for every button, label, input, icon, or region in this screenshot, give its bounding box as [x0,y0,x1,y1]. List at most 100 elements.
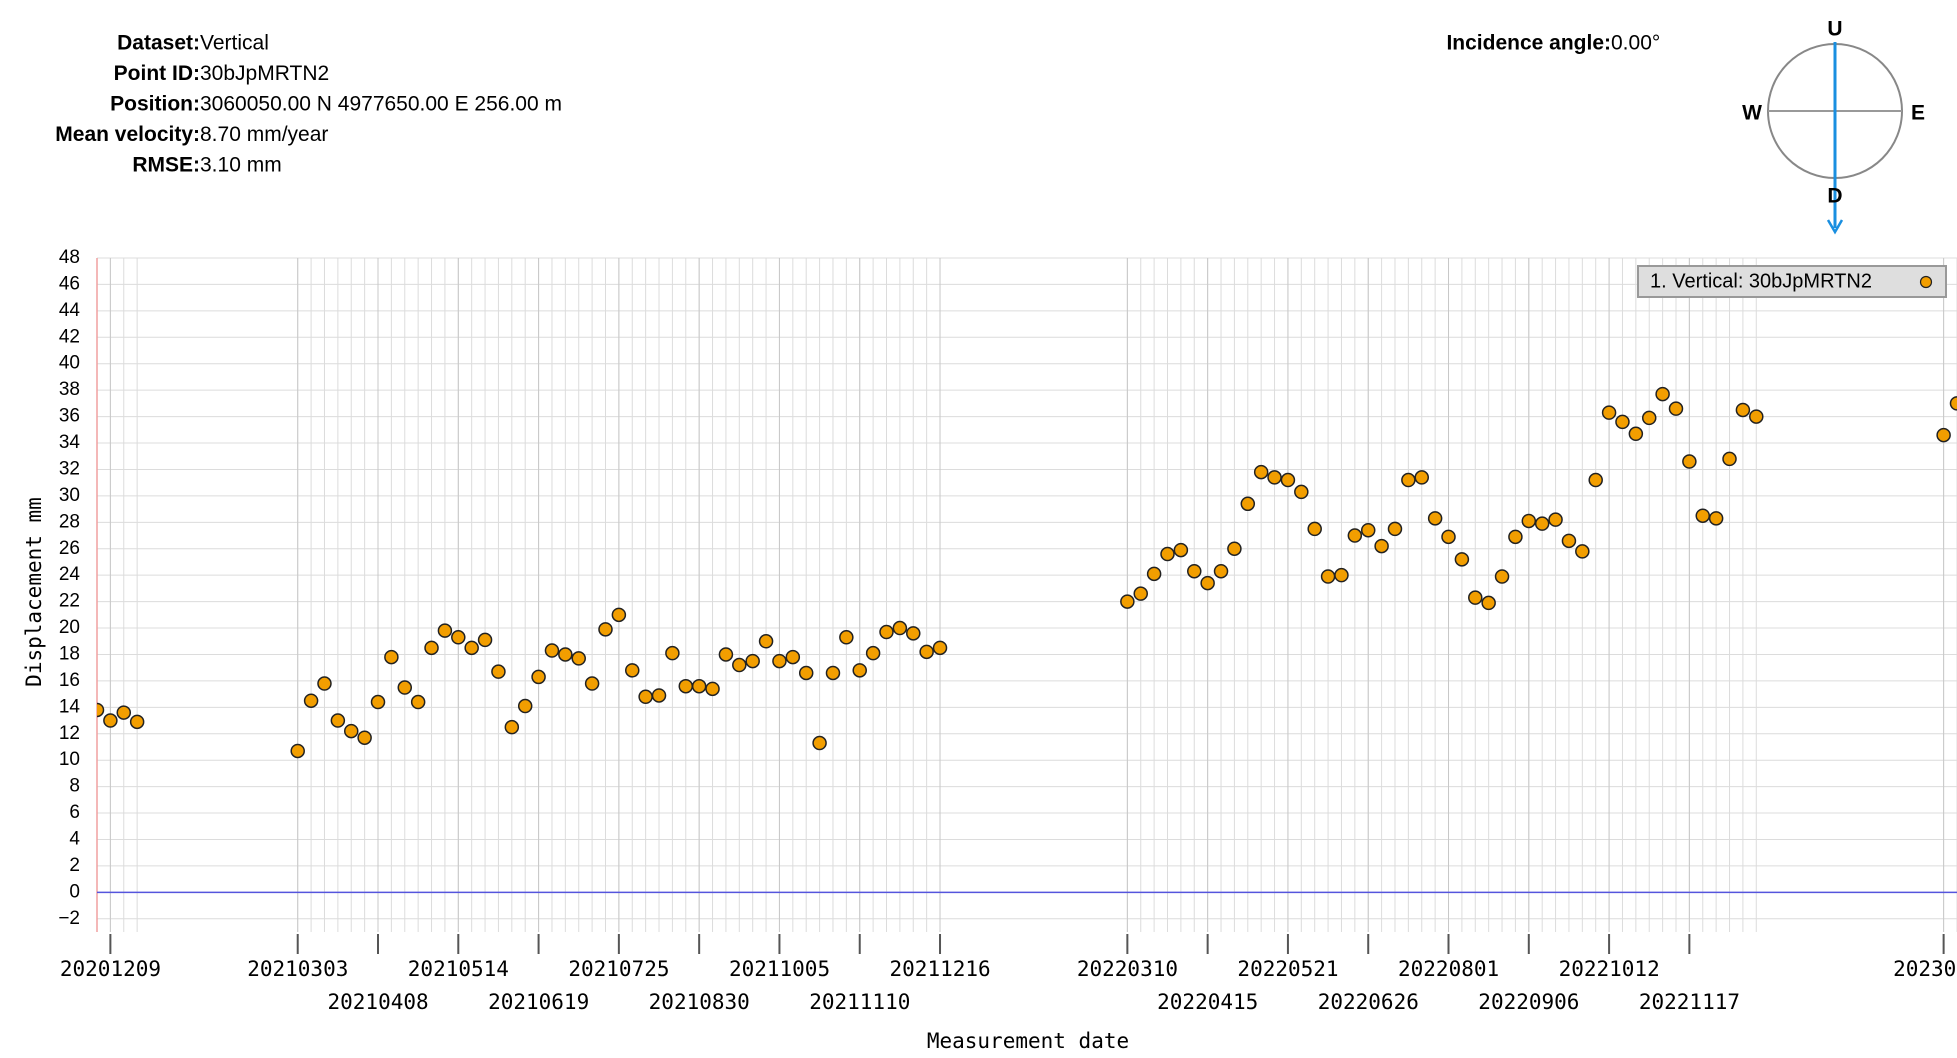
incidence-value: 0.00° [1611,32,1660,55]
data-point [1294,484,1309,500]
x-tick-label: 20220801 [1398,957,1499,981]
data-point [1949,396,1957,411]
y-tick-label: 44 [59,300,81,321]
x-tick-label: 20220906 [1478,990,1579,1014]
data-point [544,643,560,658]
data-point [303,693,319,708]
data-point [1494,569,1510,584]
data-point [745,653,760,669]
x-tick-label: 20211110 [809,990,910,1014]
data-point [785,649,801,665]
x-tick-label: 20210408 [328,990,429,1014]
info-label: Dataset: [117,32,200,55]
y-tick-label: 10 [59,749,80,770]
data-point [825,665,841,681]
y-tick-label: 2 [69,855,80,876]
data-point [103,713,118,728]
data-point [1227,541,1242,556]
info-value: 3.10 mm [200,154,282,177]
y-tick-label: 8 [69,776,80,797]
y-tick-label: 4 [69,829,80,850]
data-point [343,723,359,739]
data-point [1682,454,1697,469]
data-point [665,645,680,661]
data-point [1320,569,1336,584]
data-point [1280,472,1296,488]
data-point [1253,464,1269,480]
data-point [1749,409,1764,424]
y-tick-label: 36 [59,406,80,427]
grid [96,257,1957,932]
axes: −202468101214161820222426283032343638404… [58,247,1957,1014]
data-point [1615,414,1630,430]
x-tick-label: 20210725 [568,957,669,981]
x-tick-label: 20220626 [1318,990,1419,1014]
plot-area [97,386,1957,759]
data-point [1200,575,1215,591]
data-point [1347,528,1363,543]
data-point [1146,566,1162,582]
y-tick-label: 28 [59,511,80,532]
info-label: Position: [110,93,200,116]
data-point [437,623,453,638]
data-point [1307,521,1322,537]
data-point [1936,427,1951,443]
data-point [798,665,814,681]
compass-arrowhead [1826,219,1844,235]
data-point [116,705,132,720]
data-point [1521,513,1537,529]
data-point [705,681,720,697]
info-label: Mean velocity: [55,123,200,146]
data-point [651,688,667,703]
data-point [1695,508,1711,523]
data-point [1708,511,1724,526]
data-point [330,713,346,728]
info-value: 8.70 mm/year [200,123,328,146]
data-point [384,649,399,665]
legend-marker [1919,275,1933,289]
x-tick-label: 20221012 [1559,957,1660,981]
x-tick-label: 20210303 [247,957,348,981]
x-tick-label: 20221117 [1639,990,1740,1014]
data-point [1387,521,1403,537]
x-tick-label: 20220521 [1237,957,1338,981]
data-point [1173,542,1189,558]
data-point [1213,563,1229,579]
info-value: 3060050.00 N 4977650.00 E 256.00 m [200,93,562,116]
data-point [1360,522,1376,538]
data-point [638,689,653,705]
y-axis-title: Displacement mm [22,497,46,687]
data-point [1588,472,1603,488]
data-point [1561,533,1577,549]
data-point [1628,426,1644,442]
data-point [1120,594,1135,609]
y-tick-label: 32 [59,458,80,479]
data-point [1441,529,1456,545]
legend: 1. Vertical: 30bJpMRTN2 [1637,265,1947,298]
data-point [451,630,466,645]
data-point [906,626,921,641]
data-point [1160,546,1175,562]
x-tick-label: 20230 [1893,957,1956,981]
data-point [691,678,707,694]
y-tick-label: 46 [59,273,80,294]
data-point [1454,552,1470,567]
x-tick-label: 20220415 [1157,990,1258,1014]
x-tick-label: 20211216 [890,957,991,981]
data-point [97,702,105,718]
data-point [1240,496,1256,512]
x-tick-label: 20220310 [1077,957,1178,981]
data-point [1481,595,1496,611]
info-label: RMSE: [132,154,200,177]
data-point [1548,512,1563,527]
info-value: 30bJpMRTN2 [200,62,329,85]
y-tick-label: 34 [59,432,81,453]
legend-box [1637,265,1947,298]
data-point [1641,410,1657,426]
data-point [1401,472,1416,488]
y-tick-label: 12 [59,723,80,744]
y-tick-label: 14 [59,696,81,717]
data-point [611,607,627,623]
